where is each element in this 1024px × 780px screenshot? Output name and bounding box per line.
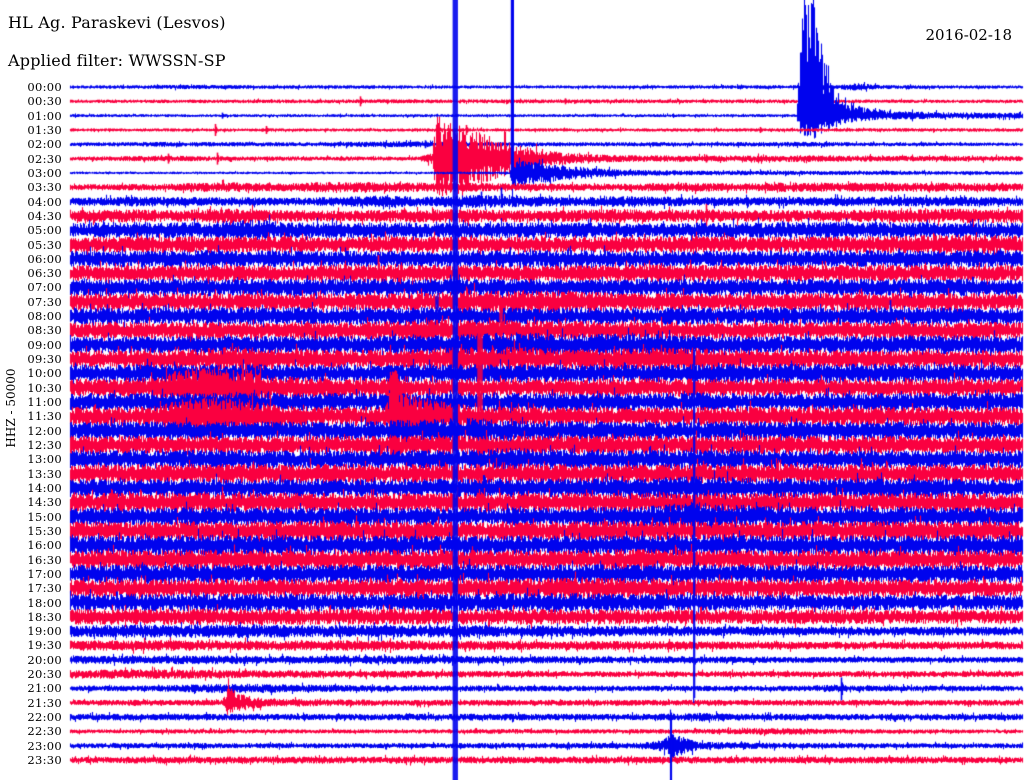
time-label: 04:00 [27,194,62,209]
time-label: 18:30 [27,609,62,624]
station-title: HL Ag. Paraskevi (Lesvos) [8,13,226,32]
time-label: 09:00 [27,337,62,352]
time-label: 02:30 [27,151,62,166]
time-label: 15:00 [27,509,62,524]
time-label: 08:00 [27,309,62,324]
time-label: 09:30 [27,352,62,367]
time-label: 17:00 [27,566,62,581]
time-label: 11:30 [27,409,62,424]
time-label: 12:30 [27,438,62,452]
time-label: 01:30 [27,122,62,137]
time-label: 05:30 [27,237,62,252]
time-label: 10:30 [27,380,62,395]
time-label: 14:00 [27,480,62,495]
time-label: 01:00 [27,108,62,123]
time-label: 08:30 [27,323,62,338]
time-label: 03:00 [27,165,62,180]
time-label: 11:00 [27,395,62,410]
time-label: 06:30 [27,266,62,281]
time-label: 00:30 [27,94,62,109]
time-label: 02:00 [27,137,62,152]
time-label: 15:30 [27,523,62,538]
time-label: 07:30 [27,294,62,309]
time-label: 21:00 [27,681,62,696]
time-label: 00:00 [27,80,62,94]
time-label: 19:30 [27,638,62,653]
filter-label: Applied filter: WWSSN-SP [8,51,226,70]
time-label: 22:00 [27,710,62,725]
time-label: 23:00 [27,738,62,753]
time-label: 04:30 [27,208,62,223]
time-label: 06:00 [27,251,62,266]
time-label: 17:30 [27,581,62,596]
time-label: 05:00 [27,223,62,238]
time-label: 10:00 [27,366,62,381]
time-label: 03:30 [27,180,62,195]
time-label: 22:30 [27,724,62,739]
date-label: 2016-02-18 [925,26,1012,44]
time-label: 16:00 [27,538,62,553]
time-label: 13:30 [27,466,62,481]
time-label: 19:00 [27,624,62,639]
time-label: 23:30 [27,753,62,768]
time-label: 21:30 [27,695,62,710]
time-label: 12:00 [27,423,62,438]
time-label: 16:30 [27,552,62,567]
time-label: 07:00 [27,280,62,295]
time-label: 14:30 [27,495,62,510]
time-label: 13:00 [27,452,62,467]
time-label: 20:00 [27,652,62,667]
time-label: 18:00 [27,595,62,610]
time-label: 20:30 [27,667,62,682]
